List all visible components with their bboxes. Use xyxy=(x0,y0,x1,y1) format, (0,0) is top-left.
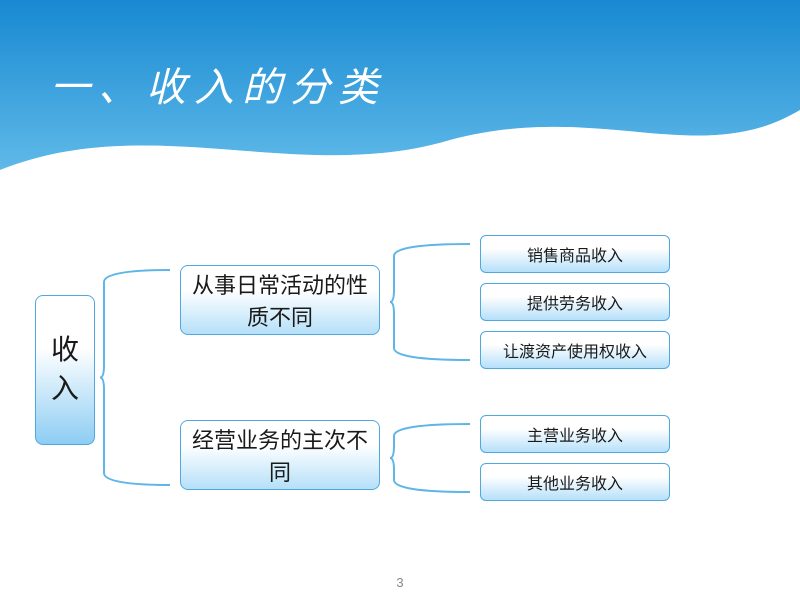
branch-node: 从事日常活动的性质不同 xyxy=(180,265,380,335)
leaf-node: 提供劳务收入 xyxy=(480,283,670,321)
slide-title: 一、收入的分类 xyxy=(50,55,386,113)
branch-node: 经营业务的主次不同 xyxy=(180,420,380,490)
root-bracket xyxy=(100,265,174,490)
page-number: 3 xyxy=(0,575,800,590)
leaf-node: 让渡资产使用权收入 xyxy=(480,331,670,369)
branch-bracket xyxy=(390,419,474,497)
tree-diagram: 收入 从事日常活动的性质不同 销售商品收入提供劳务收入让渡资产使用权收入经营业务的… xyxy=(0,220,800,560)
root-node: 收入 xyxy=(35,295,95,445)
leaf-node: 其他业务收入 xyxy=(480,463,670,501)
root-label-char: 入 xyxy=(51,370,79,409)
leaf-node: 销售商品收入 xyxy=(480,235,670,273)
root-label-char: 收 xyxy=(51,331,79,370)
branch-bracket xyxy=(390,239,474,365)
leaf-node: 主营业务收入 xyxy=(480,415,670,453)
